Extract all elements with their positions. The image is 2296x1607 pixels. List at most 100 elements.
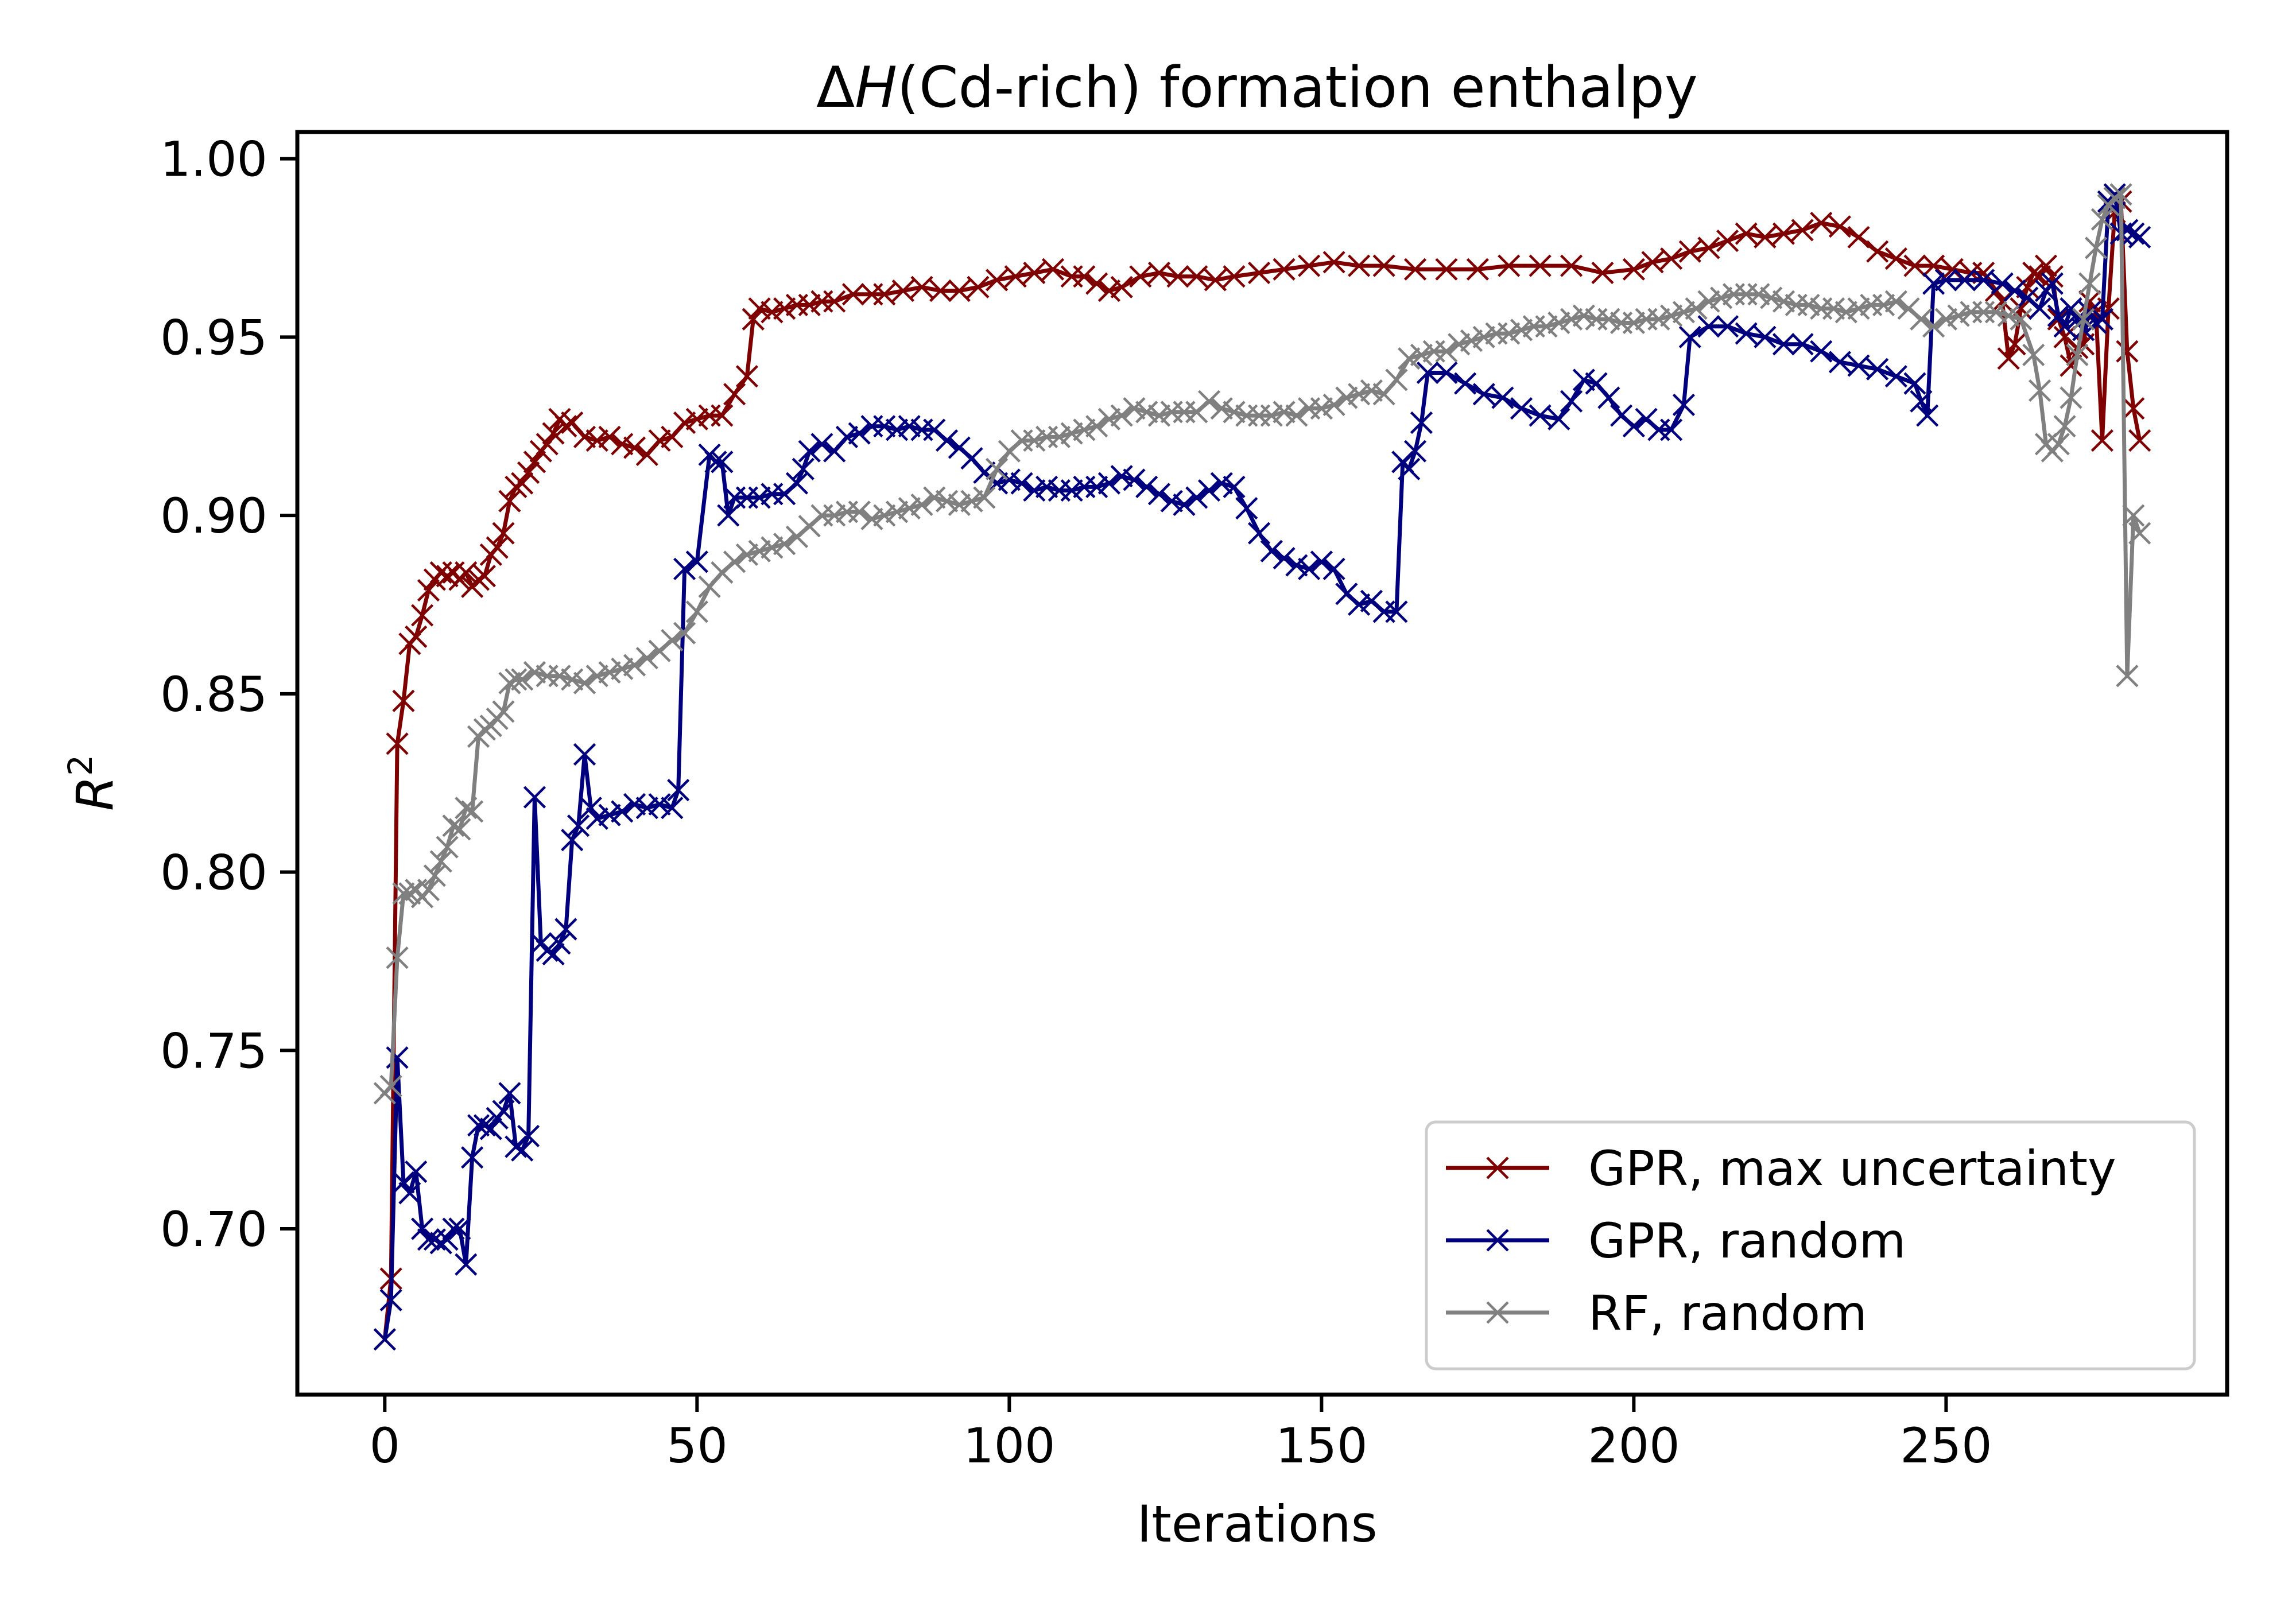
- data-point: [735, 365, 758, 388]
- data-point: [1797, 293, 1820, 317]
- data-point: [492, 700, 515, 723]
- data-point: [411, 604, 434, 627]
- data-point: [1678, 325, 1701, 348]
- data-point: [1641, 251, 1664, 274]
- data-point: [1273, 547, 1296, 570]
- data-point: [967, 275, 990, 298]
- data-point: [898, 497, 921, 520]
- data-point: [1754, 325, 1777, 348]
- data-point: [748, 297, 771, 320]
- data-point: [1060, 479, 1083, 502]
- data-point: [823, 290, 846, 313]
- data-point: [448, 818, 471, 841]
- data-point: [573, 425, 596, 448]
- data-point: [2034, 254, 2058, 277]
- data-point: [448, 1217, 471, 1240]
- data-point: [873, 415, 896, 438]
- data-point: [405, 1160, 428, 1183]
- data-point: [1110, 404, 1133, 427]
- legend-label: GPR, random: [1588, 1213, 1906, 1269]
- data-point: [2078, 290, 2101, 313]
- x-tick-label: 250: [1900, 1418, 1992, 1474]
- data-point: [2091, 429, 2113, 452]
- data-point: [1828, 351, 1852, 374]
- data-point: [1023, 479, 1046, 502]
- data-point: [1560, 390, 1583, 413]
- data-point: [1073, 265, 1096, 288]
- data-point: [1023, 261, 1046, 285]
- data-point: [2091, 208, 2113, 231]
- data-point: [798, 293, 821, 317]
- data-point: [1872, 293, 1895, 317]
- data-point: [673, 557, 696, 580]
- data-point: [1984, 301, 2008, 324]
- data-point: [467, 568, 490, 591]
- data-point: [1747, 283, 1770, 306]
- data-point: [960, 490, 983, 513]
- data-point: [461, 800, 484, 823]
- data-point: [1672, 301, 1696, 324]
- data-point: [1247, 261, 1271, 285]
- data-point: [1922, 272, 1945, 295]
- y-tick-label: 1.00: [160, 131, 267, 188]
- data-point: [1060, 422, 1083, 445]
- data-point: [1903, 372, 1926, 395]
- y-axis-label: R2: [61, 755, 125, 811]
- title-prefix: Δ: [816, 55, 855, 121]
- data-point: [579, 797, 602, 820]
- x-tick-label: 50: [666, 1418, 728, 1474]
- data-point: [1847, 226, 1870, 249]
- data-point: [554, 918, 577, 941]
- data-point: [1710, 286, 1733, 309]
- data-point: [648, 793, 671, 816]
- data-point: [611, 433, 634, 456]
- data-point: [1360, 379, 1383, 402]
- series-1: [373, 183, 2151, 1351]
- data-point: [1791, 219, 1814, 242]
- axes-frame: [295, 130, 2229, 1397]
- data-point: [1647, 308, 1670, 331]
- data-point: [392, 689, 415, 712]
- data-point: [1922, 315, 1945, 338]
- data-point: [1310, 550, 1333, 573]
- data-point: [1934, 269, 1957, 292]
- data-point: [1223, 265, 1246, 288]
- data-point: [1298, 254, 1321, 277]
- data-point: [1398, 347, 1421, 370]
- data-point: [1235, 497, 1258, 520]
- data-point: [2028, 379, 2051, 402]
- data-point: [1791, 333, 1814, 356]
- data-point: [1435, 361, 1458, 385]
- data-point: [1322, 251, 1345, 274]
- data-point: [1591, 261, 1614, 285]
- data-point: [873, 283, 896, 306]
- data-point: [635, 797, 658, 820]
- data-point: [598, 804, 621, 826]
- y-tick-label: 0.80: [160, 845, 267, 901]
- data-point: [1410, 411, 1433, 434]
- data-point: [1622, 311, 1645, 335]
- data-point: [661, 628, 684, 652]
- data-point: [1410, 343, 1433, 367]
- data-point: [611, 657, 634, 680]
- data-point: [1754, 226, 1777, 249]
- data-point: [1348, 254, 1371, 277]
- x-axis-label: Iterations: [1137, 1495, 1377, 1554]
- data-point: [1454, 372, 1477, 395]
- data-point: [873, 504, 896, 527]
- data-point: [2084, 311, 2108, 335]
- data-point: [848, 422, 871, 445]
- data-point: [386, 732, 409, 755]
- data-point: [1910, 308, 1933, 331]
- data-point: [711, 451, 734, 473]
- data-point: [573, 671, 596, 694]
- legend-marker: [1486, 1156, 1509, 1179]
- data-point: [1772, 222, 1795, 245]
- data-point: [1847, 354, 1870, 377]
- data-point: [798, 440, 821, 463]
- data-point: [2060, 386, 2082, 409]
- data-point: [661, 797, 684, 820]
- data-point: [1147, 404, 1171, 427]
- data-point: [773, 533, 796, 556]
